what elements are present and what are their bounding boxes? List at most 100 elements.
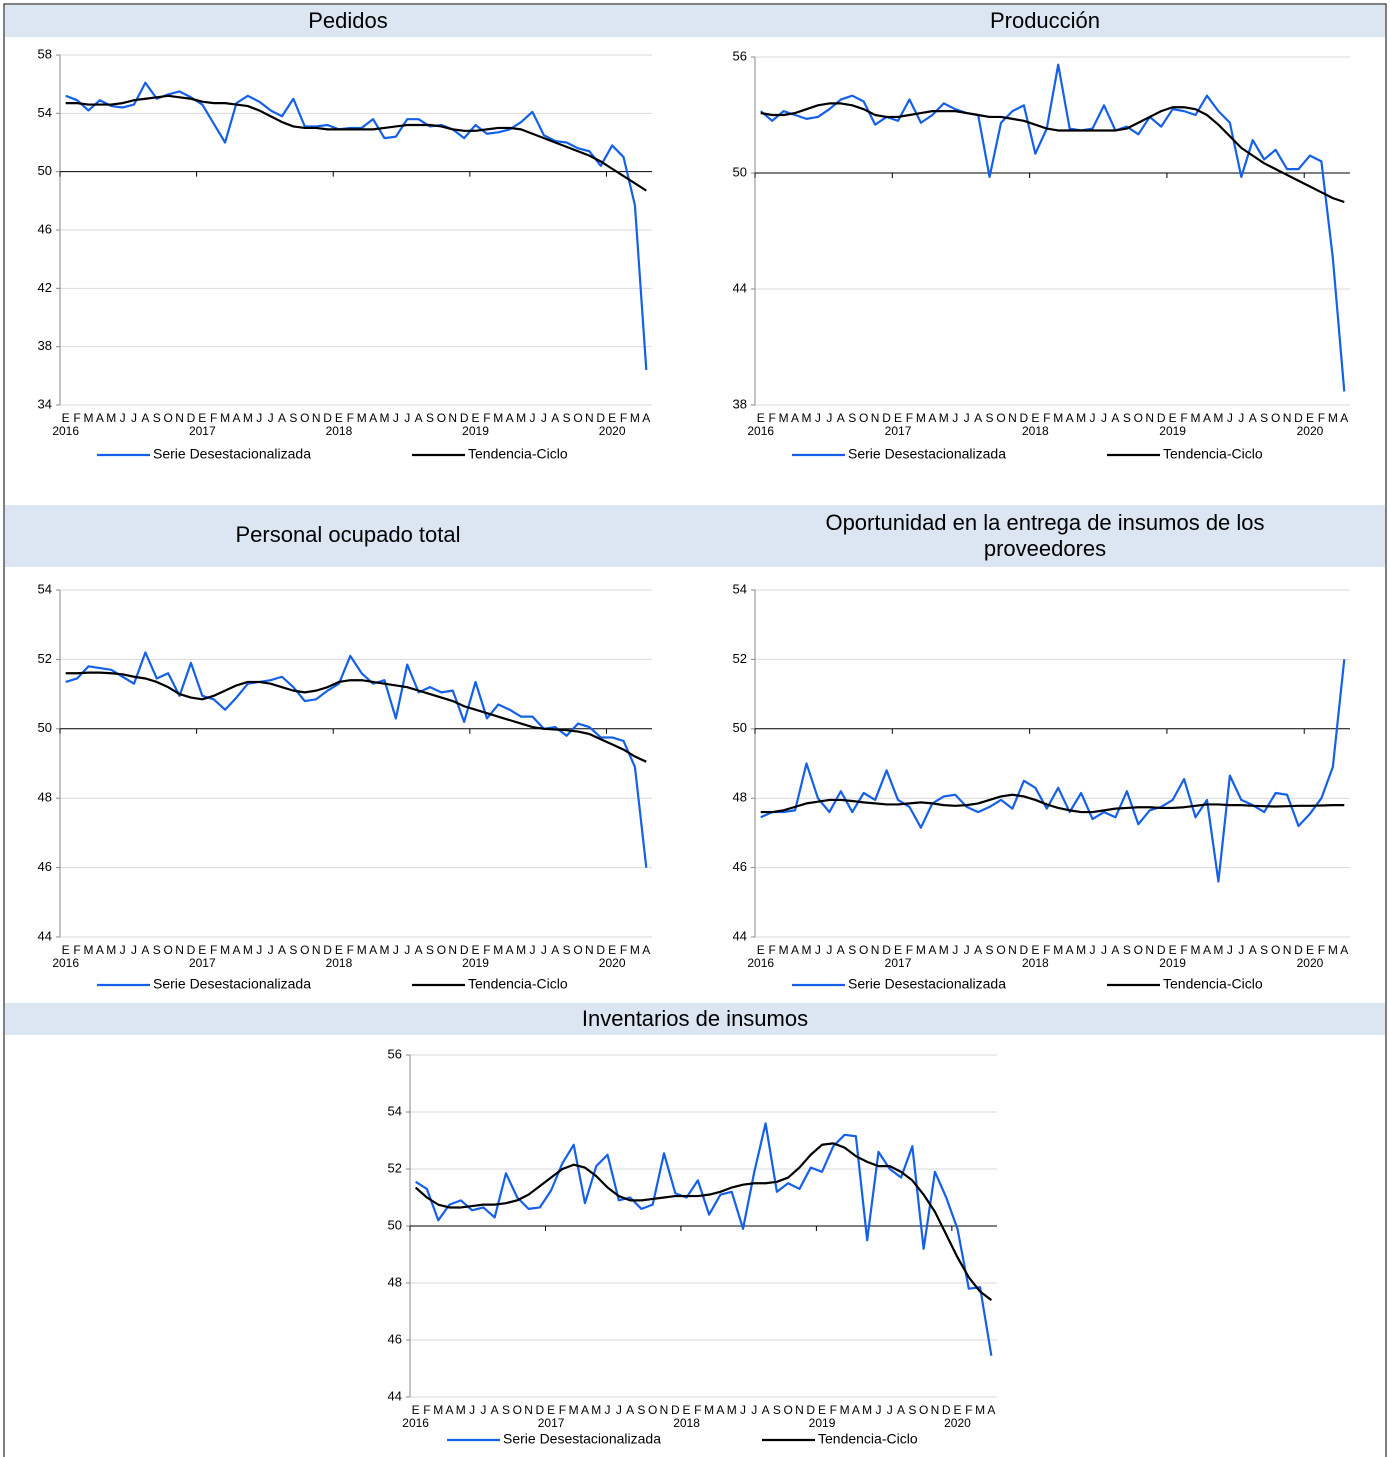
year-label: 2018	[1022, 424, 1049, 438]
x-tick-label: J	[529, 943, 535, 957]
year-label: 2019	[1159, 424, 1186, 438]
x-tick-label: A	[642, 943, 650, 957]
y-tick-label: 50	[733, 720, 747, 735]
x-tick-label: O	[300, 411, 309, 425]
x-tick-label: J	[952, 943, 958, 957]
x-tick-label: A	[928, 411, 936, 425]
x-tick-label: J	[1090, 943, 1096, 957]
x-tick-label: A	[415, 943, 423, 957]
x-tick-label: E	[894, 411, 902, 425]
x-tick-label: O	[859, 943, 868, 957]
x-tick-label: A	[278, 411, 286, 425]
x-tick-label: A	[96, 943, 104, 957]
x-tick-label: N	[931, 1403, 940, 1417]
y-tick-label: 44	[733, 280, 747, 295]
y-tick-label: 50	[388, 1217, 402, 1232]
x-tick-label: M	[801, 943, 811, 957]
header-band	[5, 505, 1385, 567]
year-label: 2018	[326, 956, 353, 970]
y-tick-label: 52	[388, 1160, 402, 1175]
x-tick-label: S	[153, 411, 161, 425]
series-line	[65, 651, 648, 868]
x-tick-label: J	[120, 943, 126, 957]
x-tick-label: F	[906, 943, 913, 957]
x-tick-label: A	[369, 411, 377, 425]
x-tick-label: S	[1123, 943, 1131, 957]
x-tick-label: D	[460, 411, 469, 425]
x-tick-label: J	[404, 411, 410, 425]
x-tick-label: S	[986, 943, 994, 957]
x-tick-label: A	[987, 1403, 995, 1417]
x-tick-label: O	[573, 943, 582, 957]
x-tick-label: M	[357, 943, 367, 957]
x-tick-label: S	[1260, 411, 1268, 425]
x-tick-label: N	[1145, 943, 1154, 957]
y-tick-label: 42	[38, 280, 52, 295]
header-band	[5, 1003, 1385, 1035]
x-tick-label: M	[727, 1403, 737, 1417]
x-tick-label: D	[596, 943, 605, 957]
x-tick-label: J	[256, 411, 262, 425]
y-tick-label: 44	[38, 928, 52, 943]
x-tick-label: A	[551, 943, 559, 957]
x-tick-label: A	[716, 1403, 724, 1417]
x-tick-label: E	[1031, 943, 1039, 957]
x-tick-label: N	[585, 411, 594, 425]
x-tick-label: E	[818, 1403, 826, 1417]
y-tick-label: 48	[733, 790, 747, 805]
x-tick-label: F	[1043, 943, 1050, 957]
x-tick-label: F	[559, 1403, 566, 1417]
x-tick-label: O	[996, 943, 1005, 957]
legend-label: Tendencia-Ciclo	[468, 446, 568, 462]
x-tick-label: A	[141, 943, 149, 957]
x-tick-label: E	[1169, 411, 1177, 425]
x-tick-label: A	[232, 411, 240, 425]
x-tick-label: M	[779, 943, 789, 957]
x-tick-label: O	[437, 943, 446, 957]
x-tick-label: E	[472, 411, 480, 425]
y-tick-label: 38	[733, 396, 747, 411]
x-tick-label: N	[448, 411, 457, 425]
x-tick-label: A	[1111, 411, 1119, 425]
x-tick-label: E	[547, 1403, 555, 1417]
x-tick-label: D	[806, 1403, 815, 1417]
year-label: 2017	[885, 424, 912, 438]
y-tick-label: 52	[733, 651, 747, 666]
x-tick-label: S	[426, 943, 434, 957]
x-tick-label: M	[220, 943, 230, 957]
x-tick-label: A	[278, 943, 286, 957]
x-tick-label: M	[1053, 943, 1063, 957]
year-label: 2020	[599, 424, 626, 438]
x-tick-label: E	[1306, 411, 1314, 425]
x-tick-label: J	[1090, 411, 1096, 425]
x-tick-label: D	[1294, 943, 1303, 957]
year-label: 2020	[1297, 956, 1324, 970]
x-tick-label: F	[73, 943, 80, 957]
x-tick-label: N	[1008, 411, 1017, 425]
x-tick-label: S	[289, 411, 297, 425]
year-label: 2018	[673, 1416, 700, 1430]
x-tick-label: J	[826, 411, 832, 425]
y-tick-label: 48	[38, 790, 52, 805]
x-tick-label: S	[848, 411, 856, 425]
x-tick-label: D	[1157, 943, 1166, 957]
x-tick-label: J	[1101, 411, 1107, 425]
x-tick-label: J	[964, 411, 970, 425]
x-tick-label: J	[529, 411, 535, 425]
legend-label: Serie Desestacionalizada	[153, 976, 311, 992]
x-tick-label: S	[637, 1403, 645, 1417]
chart-title: Oportunidad en la entrega de insumos de …	[825, 510, 1265, 561]
x-tick-label: M	[106, 943, 116, 957]
x-tick-label: M	[975, 1403, 985, 1417]
y-tick-label: 54	[38, 581, 52, 596]
legend-label: Tendencia-Ciclo	[1163, 976, 1263, 992]
x-tick-label: S	[773, 1403, 781, 1417]
x-tick-label: A	[1249, 943, 1257, 957]
x-tick-label: E	[608, 943, 616, 957]
year-label: 2018	[326, 424, 353, 438]
y-tick-label: 38	[38, 338, 52, 353]
x-tick-label: D	[596, 411, 605, 425]
x-tick-label: J	[393, 411, 399, 425]
x-tick-label: E	[62, 411, 70, 425]
year-label: 2020	[944, 1416, 971, 1430]
